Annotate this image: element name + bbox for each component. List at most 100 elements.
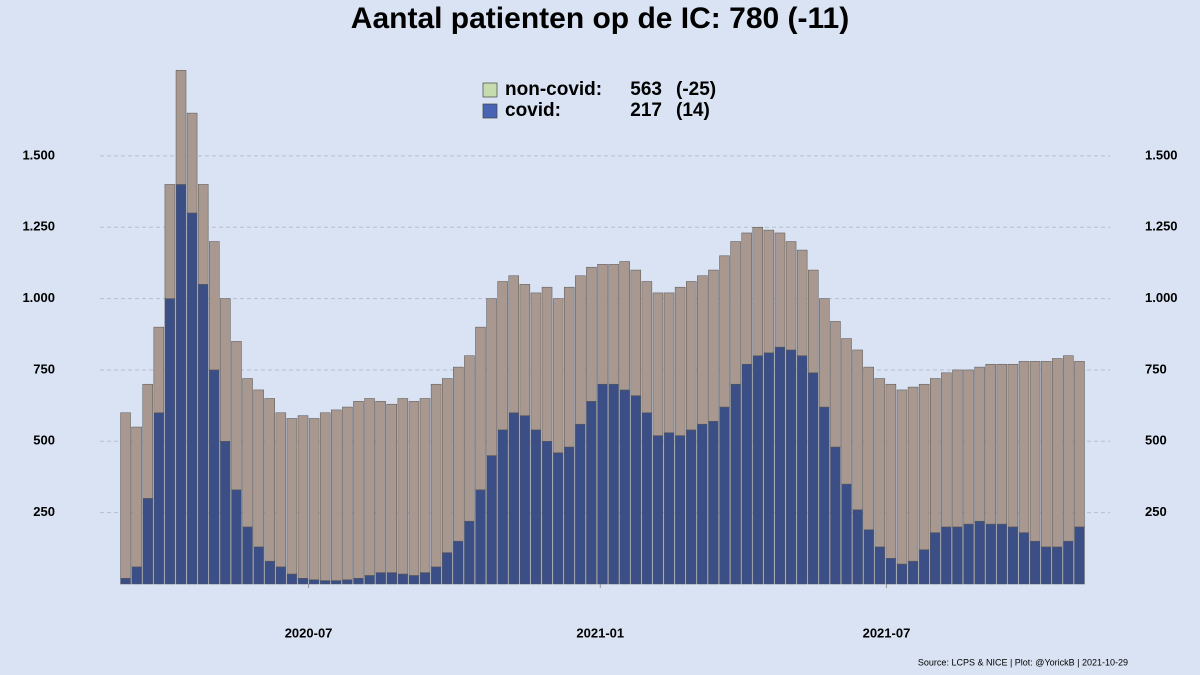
bar-segment (708, 269, 719, 422)
bar-segment (885, 558, 897, 585)
bar-segment (508, 412, 520, 585)
bar-segment (697, 423, 708, 585)
bar-segment (719, 406, 730, 585)
bar-segment (652, 435, 664, 585)
bar-segment (952, 526, 963, 585)
bar-segment (763, 229, 775, 354)
bar-segment (974, 520, 985, 585)
bar-segment (430, 566, 442, 585)
bar-segment (830, 321, 841, 448)
bar-segment (253, 546, 264, 585)
bar-segment (1074, 361, 1085, 528)
bar-segment (453, 540, 464, 585)
bar-segment (741, 363, 752, 585)
bar-segment (697, 275, 708, 425)
bar-segment (164, 184, 176, 299)
bar-segment (819, 298, 830, 408)
bar-segment (752, 226, 764, 356)
y-tick-label-right: 1.250 (1145, 219, 1178, 234)
bar-segment (930, 378, 941, 533)
bar-segment (841, 338, 852, 485)
bar-segment (375, 572, 386, 585)
bar-segment (808, 372, 819, 585)
source-note: Source: LCPS & NICE | Plot: @YorickB | 2… (918, 657, 1128, 667)
bar-segment (342, 406, 353, 580)
bar-segment (630, 269, 642, 396)
bar-segment (197, 184, 209, 285)
bar-segment (386, 403, 397, 573)
bar-segment (308, 579, 320, 585)
bar-segment (830, 446, 841, 585)
bar-segment (674, 286, 686, 436)
bar-segment (297, 578, 309, 585)
bar-segment (708, 421, 719, 585)
bar-segment (552, 298, 564, 453)
bar-segment (575, 275, 586, 425)
bar-segment (397, 398, 409, 575)
bar-segment (1074, 526, 1085, 585)
y-tick-label-right: 750 (1145, 361, 1167, 376)
bar-segment (896, 389, 908, 565)
bar-segment (353, 401, 364, 579)
bar-segment (619, 261, 630, 391)
bar-segment (331, 409, 342, 581)
bar-segment (364, 575, 375, 585)
bar-segment (1018, 361, 1030, 533)
legend-value: 217 (630, 100, 662, 121)
bar-segment (286, 418, 298, 575)
bar-segment (197, 284, 209, 585)
bar-segment (996, 523, 1008, 585)
bar-segment (774, 232, 786, 348)
bar-segment (297, 415, 309, 579)
bar-segment (586, 401, 597, 585)
bar-segment (1007, 526, 1019, 585)
bar-segment (563, 446, 575, 585)
legend-swatch (482, 103, 498, 119)
bar-segment (796, 249, 808, 356)
bar-segment (597, 264, 608, 385)
bar-segment (186, 212, 198, 585)
bar-segment (375, 401, 386, 573)
bar-segment (685, 429, 697, 585)
y-tick-label: 1.000 (22, 290, 55, 305)
bar-segment (131, 566, 142, 585)
bar-segment (519, 284, 531, 416)
bar-segment (652, 292, 664, 436)
bar-segment (220, 298, 231, 442)
legend-change: (14) (676, 100, 710, 121)
bar-segment (907, 386, 919, 562)
y-tick-label-right: 250 (1145, 504, 1167, 519)
bar-segment (120, 578, 131, 585)
bar-segment (231, 341, 242, 491)
bar-segment (730, 383, 741, 585)
y-tick-label: 1.250 (22, 219, 55, 234)
bar-segment (685, 281, 697, 431)
bar-segment (641, 281, 653, 414)
y-tick-label-right: 500 (1145, 433, 1167, 448)
bar-segment (231, 489, 242, 585)
bar-segment (497, 429, 508, 585)
bar-segment (464, 520, 475, 585)
bar-segment (763, 352, 775, 585)
bar-segment (785, 241, 797, 351)
bar-segment (552, 452, 564, 585)
bar-segment (896, 563, 908, 585)
legend-swatch (482, 82, 498, 98)
bar-segment (331, 580, 342, 585)
legend-label: non-covid: (505, 79, 602, 100)
bar-segment (774, 346, 786, 585)
bar-segment (242, 526, 253, 585)
y-tick-label: 500 (33, 433, 55, 448)
bar-segment (419, 572, 431, 585)
bar-segment (963, 369, 974, 525)
bar-segment (175, 70, 187, 185)
bar-segment (663, 292, 675, 433)
bar-segment (541, 286, 553, 442)
bar-segment (852, 349, 863, 511)
bar-segment (874, 546, 886, 585)
bar-segment (963, 523, 974, 585)
bar-segment (641, 412, 653, 585)
bar-segment (264, 560, 275, 585)
bar-segment (364, 398, 375, 576)
bar-segment (1063, 355, 1074, 542)
